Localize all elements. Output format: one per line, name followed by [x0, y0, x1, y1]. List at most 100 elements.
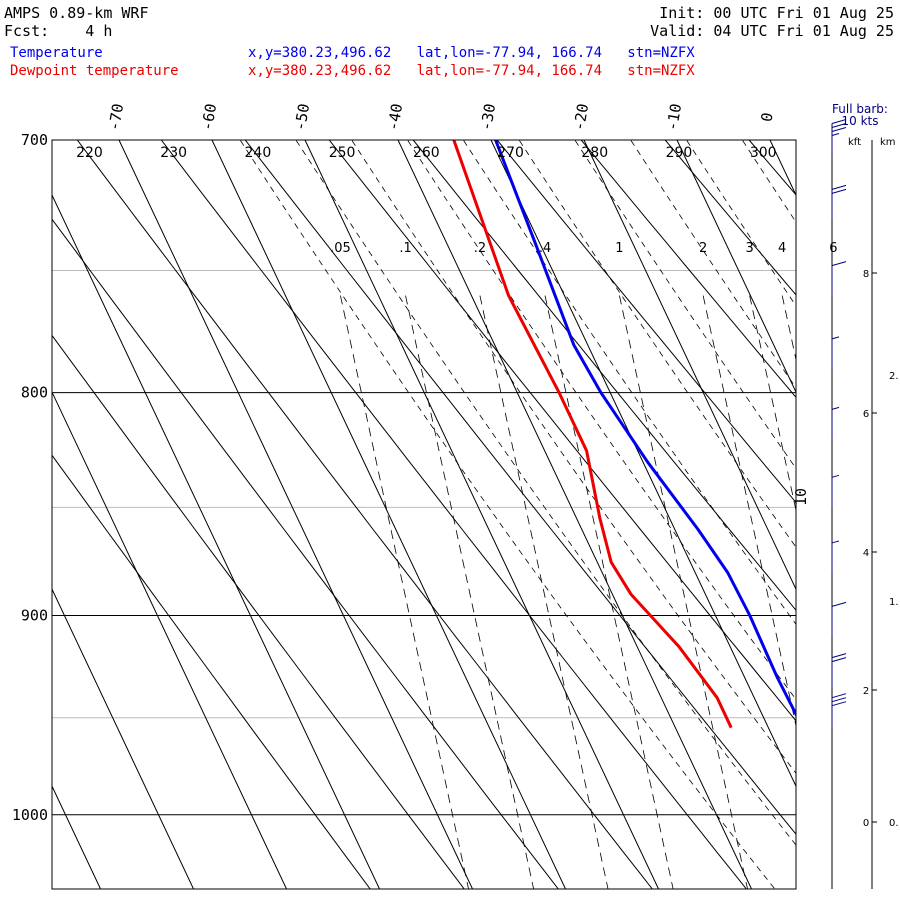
wind-barb-flag: [831, 601, 847, 607]
dry-adiabat: [52, 334, 465, 889]
isotherm: [0, 140, 8, 889]
isotherm: [52, 193, 380, 889]
init-time: Init: 00 UTC Fri 01 Aug 25: [659, 4, 894, 22]
model-title: AMPS 0.89-km WRF: [4, 4, 149, 22]
isotherm: [397, 140, 752, 889]
dry-adiabat-label: 280: [581, 145, 608, 161]
temperature-tick-label: -70: [105, 102, 127, 132]
pressure-tick-label: 1000: [12, 806, 48, 824]
pressure-tick-label: 900: [21, 606, 48, 624]
temperature-station-info: x,y=380.23,496.62 lat,lon=-77.94, 166.74…: [248, 45, 695, 61]
kft-tick-label: 8: [863, 269, 869, 280]
kft-tick-label: 2: [863, 686, 869, 697]
mixing-ratio-line: [405, 295, 535, 889]
isotherm: [52, 587, 194, 889]
km-tick-label: 2.: [889, 371, 899, 382]
mixing-ratio-label: .05: [330, 241, 351, 256]
dry-adiabat: [328, 140, 796, 722]
wind-barb-panel: Full barb:10 kts kft km 8 6 4 2 0 2. 1. 0.: [831, 102, 899, 889]
moist-adiabat: [686, 140, 796, 307]
isotherm: [304, 140, 659, 889]
profile-dewpoint-temperature: [452, 140, 733, 729]
moist-adiabat: [295, 140, 796, 846]
wind-barb-flag: [831, 118, 847, 124]
dry-adiabat: [869, 85, 900, 900]
dry-adiabat-label: 240: [245, 145, 272, 161]
dry-adiabat-label: 290: [666, 145, 693, 161]
moist-adiabat: [630, 140, 796, 389]
wind-barb-half-flag: [831, 406, 840, 410]
dry-adiabat-label: 250: [329, 145, 356, 161]
wind-barb-flag: [831, 657, 847, 663]
dewpoint-station-info: x,y=380.23,496.62 lat,lon=-77.94, 166.74…: [248, 63, 695, 79]
wind-barb-half-flag: [831, 132, 840, 136]
mixing-ratio-line: [544, 295, 674, 889]
temperature-tick-label: -50: [291, 102, 313, 132]
wind-barb-flag: [831, 188, 847, 194]
barb-legend-label: Full barb:: [832, 102, 888, 116]
mixing-ratio-label: .4: [539, 241, 551, 256]
moist-adiabat: [574, 140, 796, 470]
dry-adiabat-label: 230: [160, 145, 187, 161]
isotherm: [52, 390, 287, 889]
mixing-ratio-line: [781, 295, 796, 362]
dry-adiabat: [496, 140, 796, 504]
isotherm: [490, 140, 796, 788]
wind-barb-flag: [831, 653, 847, 659]
kft-tick-label: 6: [863, 409, 869, 420]
mixing-ratio-label: 2: [699, 241, 707, 256]
mixing-ratio-line: [340, 295, 469, 889]
dry-adiabat: [160, 140, 748, 889]
mixing-ratio-line: [619, 295, 748, 889]
moist-adiabat: [518, 140, 796, 548]
mixing-ratio-line: [833, 296, 900, 889]
isotherm: [52, 785, 101, 889]
wind-barb: [831, 601, 847, 637]
mixing-ratio-label: 3: [745, 241, 753, 256]
wind-barb-flag: [831, 261, 847, 267]
pressure-tick-label: 700: [21, 131, 48, 149]
kft-unit-label: kft: [848, 137, 861, 148]
dry-adiabat: [52, 454, 371, 889]
moist-adiabat: [763, 85, 900, 900]
temperature-tick-label: -30: [477, 102, 499, 132]
dry-adiabat: [244, 140, 796, 836]
barb-legend-value: 10 kts: [842, 114, 879, 128]
mixing-ratio-line: [749, 295, 796, 513]
wind-barb: [831, 336, 840, 369]
wind-barb-half-flag: [831, 474, 840, 478]
isotherm: [118, 140, 473, 889]
mixing-ratio-label: .2: [474, 241, 486, 256]
wind-barb: [831, 693, 847, 728]
dry-adiabat: [76, 140, 653, 889]
temperature-tick-label: -20: [570, 102, 592, 132]
temperature-tick-label: -60: [198, 102, 220, 132]
moist-adiabat: [407, 140, 796, 701]
wind-barb-flag: [831, 701, 847, 707]
wind-barb-flag: [831, 126, 847, 132]
mixing-ratio-label: 6: [829, 241, 837, 256]
dry-adiabat: [52, 218, 559, 889]
mixing-ratio-line: [702, 295, 796, 728]
dewpoint-legend-label: Dewpoint temperature: [10, 63, 179, 79]
isotherm: [676, 140, 796, 394]
wind-barb: [831, 261, 847, 296]
isotherm: [211, 140, 566, 889]
wind-barb-flag: [831, 697, 847, 703]
profile-temperature: [494, 140, 796, 718]
isotherm: [863, 140, 900, 889]
dry-adiabat: [664, 140, 796, 296]
isotherm: [583, 140, 796, 591]
plot-frame: [51, 139, 797, 890]
mixing-ratio-line: [479, 295, 609, 889]
mixing-ratio-label: .1: [399, 241, 411, 256]
sounding-profiles: [452, 140, 796, 729]
wind-barb: [831, 474, 840, 508]
isotherm-side-label: 10: [792, 488, 810, 506]
valid-time: Valid: 04 UTC Fri 01 Aug 25: [650, 22, 894, 40]
dry-adiabat-label: 260: [413, 145, 440, 161]
mixing-ratio-label: 1: [615, 241, 623, 256]
moist-adiabat: [462, 140, 796, 625]
wind-barb: [831, 653, 847, 688]
wind-barb: [831, 118, 847, 154]
